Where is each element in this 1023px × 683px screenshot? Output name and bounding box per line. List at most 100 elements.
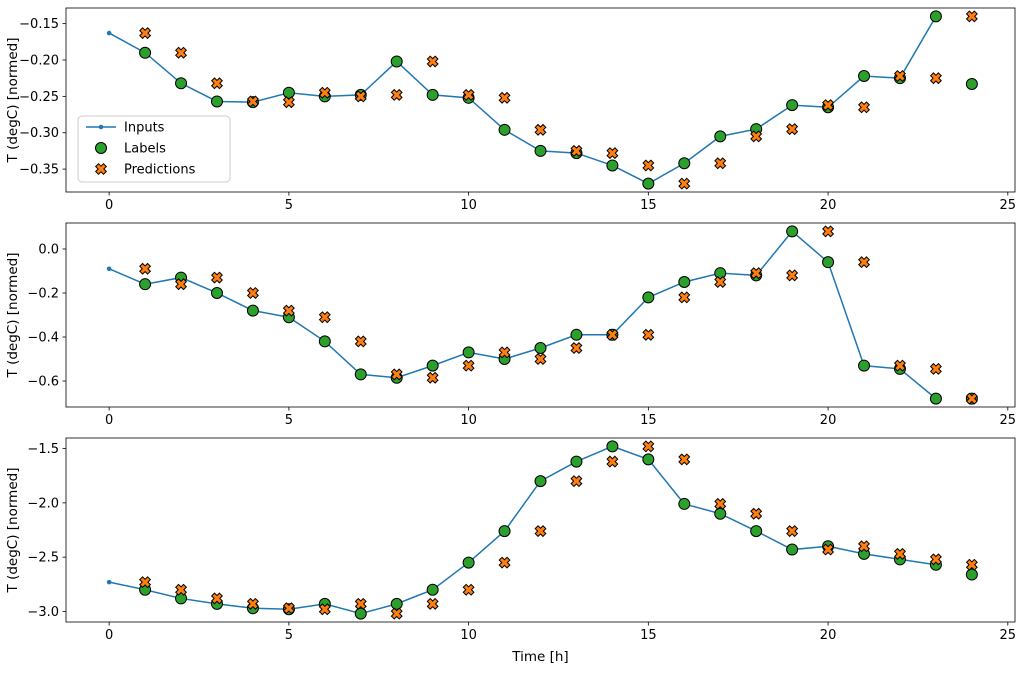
- predictions-marker: [858, 101, 871, 114]
- y-tick-label: −0.15: [19, 17, 59, 32]
- predictions-marker: [246, 597, 259, 610]
- x-axis-label: Time [h]: [511, 649, 568, 665]
- labels-marker: [534, 342, 547, 355]
- predictions-marker: [786, 269, 799, 282]
- labels-marker: [606, 440, 619, 453]
- legend-label: Inputs: [124, 121, 165, 136]
- inputs-marker: [106, 266, 112, 272]
- predictions-marker: [678, 291, 691, 304]
- predictions-marker: [139, 576, 152, 589]
- predictions-marker: [606, 328, 619, 341]
- labels-marker: [786, 225, 799, 238]
- labels-marker: [570, 455, 583, 468]
- labels-marker: [498, 525, 511, 538]
- predictions-marker: [462, 583, 475, 596]
- predictions-marker: [786, 123, 799, 136]
- subplot-3: −1.5 −2.0 −2.5 −3.0 0 5 10 15 20 25 T (degC) [norm…: [5, 437, 1017, 643]
- predictions-marker: [426, 371, 439, 384]
- predictions-marker: [210, 271, 223, 284]
- predictions-marker: [534, 525, 547, 538]
- legend-labels-sample: [95, 142, 107, 154]
- labels-marker: [714, 507, 727, 520]
- predictions-marker: [893, 69, 906, 83]
- predictions-marker: [750, 507, 763, 520]
- predictions-marker: [282, 304, 295, 317]
- labels-marker: [642, 453, 655, 466]
- predictions-marker: [175, 583, 188, 596]
- predictions-marker: [714, 157, 727, 170]
- labels-marker: [642, 291, 655, 304]
- predictions-marker: [462, 88, 475, 101]
- y-axis-label: T (degC) [normed]: [5, 253, 21, 379]
- predictions-marker: [390, 607, 403, 620]
- x-tick-label: 0: [105, 198, 113, 213]
- labels-marker: [606, 159, 619, 172]
- labels-marker: [714, 130, 727, 143]
- y-tick-label: −1.5: [27, 442, 59, 457]
- x-tick-label: 10: [460, 198, 477, 213]
- predictions-marker: [929, 362, 942, 375]
- predictions-marker: [318, 603, 331, 616]
- predictions-marker: [462, 359, 475, 372]
- labels-marker: [965, 78, 978, 90]
- labels-marker: [462, 556, 475, 569]
- labels-marker: [929, 10, 942, 23]
- predictions-marker: [210, 592, 223, 605]
- predictions-marker: [354, 597, 367, 610]
- inputs-line: [108, 445, 937, 615]
- predictions-marker: [642, 159, 655, 172]
- predictions-marker: [893, 547, 906, 560]
- labels-marker: [678, 157, 691, 170]
- legend-inputs-dot: [98, 124, 104, 130]
- labels-marker: [750, 525, 763, 538]
- predictions-marker: [965, 10, 978, 23]
- predictions-marker: [426, 55, 439, 68]
- y-tick-label: −2.0: [27, 496, 59, 511]
- y-tick-label: −0.35: [19, 163, 59, 178]
- subplot-1: −0.15 −0.20 −0.25 −0.30 −0.35 0 5 10 15 20 25 T (de…: [5, 7, 1016, 213]
- inputs-marker: [106, 579, 112, 585]
- predictions-marker: [570, 342, 583, 355]
- y-tick-label: −0.4: [27, 331, 59, 346]
- y-axis-label: T (degC) [normed]: [5, 468, 21, 594]
- y-tick-label: −3.0: [27, 605, 59, 620]
- labels-marker: [139, 46, 152, 59]
- labels-marker: [210, 95, 223, 108]
- y-tick-label: −2.5: [27, 551, 59, 566]
- predictions-marker: [390, 368, 403, 381]
- predictions-marker: [210, 77, 223, 90]
- inputs-line: [108, 15, 937, 185]
- predictions-marker: [822, 543, 835, 556]
- predictions-marker: [965, 558, 978, 571]
- predictions-marker: [498, 91, 511, 104]
- labels-marker: [858, 70, 871, 82]
- labels-marker: [965, 568, 978, 581]
- predictions-marker: [858, 256, 871, 269]
- predictions-marker: [318, 86, 331, 99]
- predictions-marker: [965, 392, 978, 405]
- x-tick-label: 5: [285, 413, 293, 428]
- labels-marker: [318, 335, 331, 348]
- inputs-line: [108, 230, 937, 400]
- x-tick-label: 25: [1000, 628, 1017, 643]
- labels-marker: [390, 597, 403, 610]
- predictions-marker: [246, 95, 259, 108]
- predictions-marker: [642, 440, 655, 453]
- x-tick-label: 15: [640, 413, 657, 428]
- y-tick-label: −0.20: [19, 54, 59, 69]
- predictions-marker: [822, 225, 835, 238]
- x-tick-label: 20: [820, 198, 837, 213]
- labels-marker: [929, 392, 942, 405]
- legend: Inputs Labels Predictions: [77, 115, 231, 183]
- labels-marker: [175, 592, 188, 605]
- x-tick-label: 5: [285, 198, 293, 213]
- labels-marker: [282, 86, 295, 99]
- subplot-2: 0.0 −0.2 −0.4 −0.6 0 5 10 15 20 25 T (degC) [norme…: [5, 222, 1016, 428]
- labels-marker: [534, 144, 547, 157]
- predictions-marker: [534, 353, 547, 366]
- axes-border: [65, 222, 1016, 408]
- x-tick-label: 5: [285, 628, 293, 643]
- labels-marker: [210, 286, 223, 299]
- predictions-marker: [498, 556, 511, 569]
